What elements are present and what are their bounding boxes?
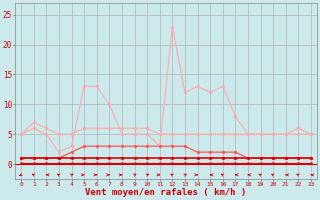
X-axis label: Vent moyen/en rafales ( km/h ): Vent moyen/en rafales ( km/h ) — [85, 188, 247, 197]
